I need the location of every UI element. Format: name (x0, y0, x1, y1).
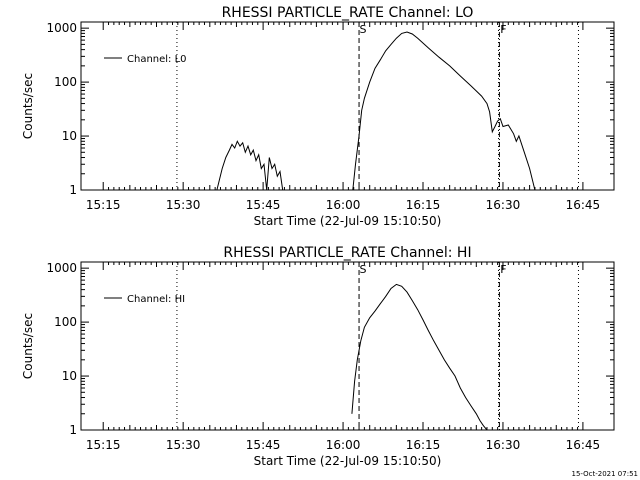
chart-2-x-axis-label: Start Time (22-Jul-09 15:10:50) (254, 454, 442, 468)
chart-1-x-tick-label: 16:45 (566, 198, 601, 212)
chart-1-marker-label-f: F (500, 23, 506, 36)
chart-1-x-tick-label: 16:30 (486, 198, 521, 212)
chart-1-title: RHESSI PARTICLE_RATE Channel: LO (222, 5, 474, 21)
chart-2-marker-label-s: S (360, 263, 367, 276)
chart-1-plot-frame (80, 21, 615, 191)
chart-2-x-tick-label: 15:45 (246, 438, 281, 452)
chart-2-y-tick-label: 10 (62, 369, 77, 383)
chart-1-x-tick-label: 16:15 (406, 198, 441, 212)
chart-2-y-tick-label: 1 (69, 423, 77, 437)
chart-2-marker-label-f: F (500, 263, 506, 276)
chart-2-y-tick-label: 1000 (46, 261, 77, 275)
chart-1-x-tick-label: 16:00 (326, 198, 361, 212)
chart-1-y-tick-label: 1 (69, 183, 77, 197)
chart-2-x-tick-label: 16:00 (326, 438, 361, 452)
date-stamp: 15-Oct-2021 07:51 (572, 470, 638, 478)
chart-1-legend-label: Channel: L0 (127, 54, 187, 65)
chart-1-series-line (352, 31, 536, 191)
chart-2-y-axis-label: Counts/sec (21, 313, 35, 379)
chart-1-x-tick-label: 15:45 (246, 198, 281, 212)
chart-2-title: RHESSI PARTICLE_RATE Channel: HI (223, 245, 471, 261)
chart-2-x-tick-label: 16:30 (486, 438, 521, 452)
chart-2-x-tick-label: 16:45 (566, 438, 601, 452)
chart-1-y-tick-label: 100 (54, 75, 77, 89)
chart-2-x-tick-label: 16:15 (406, 438, 441, 452)
chart-2-x-tick-label: 15:15 (86, 438, 121, 452)
chart-1-y-axis-label: Counts/sec (21, 73, 35, 139)
chart-2-legend-label: Channel: HI (127, 294, 185, 305)
chart-2-series-line (351, 283, 491, 431)
chart-1-x-axis-label: Start Time (22-Jul-09 15:10:50) (254, 214, 442, 228)
chart-1-x-tick-label: 15:15 (86, 198, 121, 212)
chart-1-marker-label-s: S (360, 23, 367, 36)
chart-2: RHESSI PARTICLE_RATE Channel: HI Start Ti… (21, 245, 615, 468)
chart-2-x-tick-label: 15:30 (166, 438, 201, 452)
chart-1: RHESSI PARTICLE_RATE Channel: LO Start Ti… (21, 5, 615, 228)
chart-2-plot-frame (80, 261, 615, 431)
chart-1-y-tick-label: 1000 (46, 21, 77, 35)
chart-2-y-tick-label: 100 (54, 315, 77, 329)
chart-1-y-tick-label: 10 (62, 129, 77, 143)
chart-1-x-tick-label: 15:30 (166, 198, 201, 212)
chart-1-series-line (216, 140, 284, 191)
